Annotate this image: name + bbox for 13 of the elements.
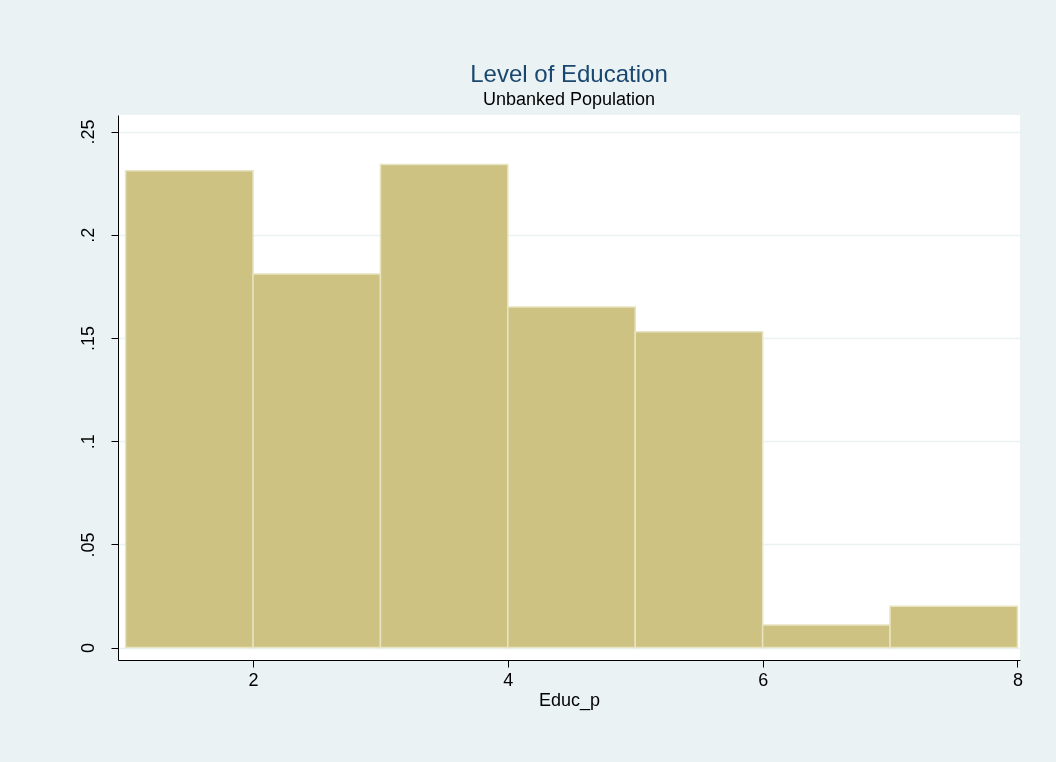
y-tick-label: .25 bbox=[77, 119, 98, 145]
chart-subtitle: Unbanked Population bbox=[482, 89, 656, 109]
y-tick-label: .2 bbox=[77, 227, 98, 243]
x-axis-title: Educ_p bbox=[538, 689, 601, 711]
y-tick-label: .15 bbox=[77, 325, 98, 351]
x-tick-label: 4 bbox=[503, 669, 514, 690]
chart-title: Level of Education bbox=[470, 60, 668, 87]
x-tick-label: 6 bbox=[758, 669, 769, 690]
y-tick-label: .05 bbox=[77, 532, 98, 558]
x-tick-label: 2 bbox=[248, 669, 259, 690]
x-tick-label: 8 bbox=[1012, 669, 1023, 690]
y-tick-label: 0 bbox=[77, 643, 98, 654]
y-tick-label: .1 bbox=[77, 434, 98, 450]
